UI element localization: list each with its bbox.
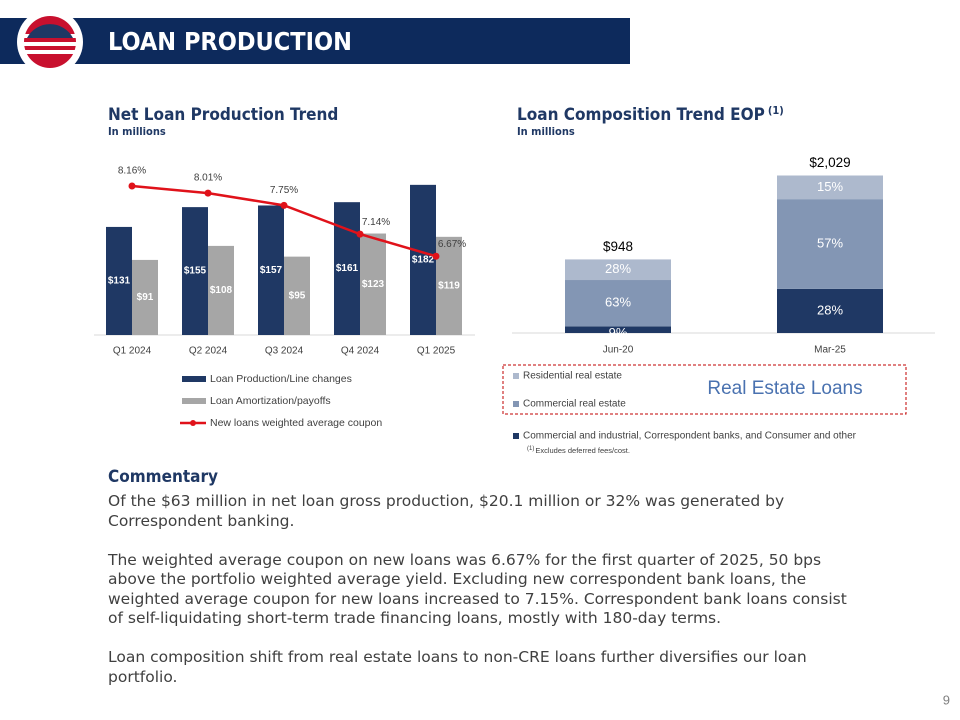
legend-label: Residential real estate xyxy=(523,371,622,382)
chart-subtitle: In millions xyxy=(517,125,575,138)
bar-value-label: $119 xyxy=(438,281,460,292)
paragraph: The weighted average coupon on new loans… xyxy=(108,550,847,628)
title-text: Loan Composition Trend EOP xyxy=(517,105,765,125)
line-point xyxy=(356,230,364,238)
line-point xyxy=(128,182,136,190)
line-point xyxy=(432,252,440,260)
bar-segment xyxy=(777,199,883,289)
legend-label: Commercial and industrial, Correspondent… xyxy=(523,431,857,442)
footnote-mark: (1) xyxy=(527,446,534,452)
bar-segment xyxy=(777,288,883,333)
bar-segment xyxy=(565,280,671,327)
line-value-label: 8.01% xyxy=(194,173,222,184)
page-number: 9 xyxy=(943,692,950,707)
annotation: Real Estate Loans xyxy=(707,378,862,399)
header-title: LOAN PRODUCTION xyxy=(108,27,352,56)
bar-value-label: $155 xyxy=(184,266,207,277)
bar-value-label: $123 xyxy=(362,279,385,290)
line-value-label: 6.67% xyxy=(438,239,466,250)
logo xyxy=(17,9,83,75)
bar xyxy=(132,259,158,335)
total-label: $948 xyxy=(603,239,633,254)
x-tick-label: Q1 2025 xyxy=(417,346,456,357)
line-point xyxy=(204,189,212,197)
line-value-label: 7.14% xyxy=(362,217,390,228)
legend-swatch xyxy=(513,433,519,439)
bar xyxy=(284,256,310,335)
chart-subtitle: In millions xyxy=(108,125,166,138)
header-bar xyxy=(0,18,630,64)
footnote: (1)Excludes deferred fees/cost. xyxy=(527,446,630,455)
bar xyxy=(334,202,360,335)
commentary: Of the $63 million in net loan gross pro… xyxy=(108,492,848,707)
line-value-label: 8.16% xyxy=(118,166,146,177)
chart-title: Net Loan Production Trend xyxy=(108,105,338,125)
line-point xyxy=(280,201,288,209)
x-tick-label: Q2 2024 xyxy=(189,346,228,357)
segment-label: 9% xyxy=(609,325,628,340)
x-tick-label: Q4 2024 xyxy=(341,346,380,357)
bar xyxy=(208,245,234,335)
x-tick-label: Mar-25 xyxy=(814,345,846,356)
bar-value-label: $108 xyxy=(210,285,233,296)
paragraph: Of the $63 million in net loan gross pro… xyxy=(108,492,785,530)
legend-swatch xyxy=(513,373,519,379)
chart-title: Loan Composition Trend EOP (1) xyxy=(517,104,784,125)
footnote-text: Excludes deferred fees/cost. xyxy=(535,446,630,455)
legend-label: New loans weighted average coupon xyxy=(210,417,382,429)
segment-label: 63% xyxy=(605,295,631,310)
x-tick-label: Q3 2024 xyxy=(265,346,304,357)
line-value-label: 7.75% xyxy=(270,185,298,196)
legend-swatch xyxy=(182,376,206,382)
legend-swatch xyxy=(513,401,519,407)
legend-swatch xyxy=(182,398,206,404)
bar xyxy=(410,184,436,335)
commentary-title: Commentary xyxy=(108,467,218,487)
bar-value-label: $91 xyxy=(137,292,154,303)
segment-label: 57% xyxy=(817,235,843,250)
legend-swatch xyxy=(190,420,196,426)
segment-label: 15% xyxy=(817,179,843,194)
bar-segment xyxy=(565,326,671,333)
bar xyxy=(106,226,132,335)
x-tick-label: Jun-20 xyxy=(603,345,634,356)
bar-value-label: $131 xyxy=(108,276,131,287)
legend-label: Loan Production/Line changes xyxy=(210,373,352,385)
annotation-box xyxy=(502,364,907,415)
bar-value-label: $161 xyxy=(336,263,359,274)
bar-segment xyxy=(777,175,883,200)
bar-value-label: $182 xyxy=(412,255,435,266)
bar xyxy=(182,207,208,335)
segment-label: 28% xyxy=(817,302,843,317)
total-label: $2,029 xyxy=(809,155,850,170)
bar xyxy=(436,236,462,335)
bar xyxy=(258,205,284,335)
bar-value-label: $95 xyxy=(289,290,306,301)
paragraph: Loan composition shift from real estate … xyxy=(108,648,807,686)
legend-label: Commercial real estate xyxy=(523,399,626,410)
bar xyxy=(360,233,386,335)
bar-segment xyxy=(565,259,671,281)
bar-value-label: $157 xyxy=(260,265,283,276)
segment-label: 28% xyxy=(605,261,631,276)
x-tick-label: Q1 2024 xyxy=(113,346,152,357)
title-note: (1) xyxy=(768,104,784,117)
legend-label: Loan Amortization/payoffs xyxy=(210,395,331,407)
